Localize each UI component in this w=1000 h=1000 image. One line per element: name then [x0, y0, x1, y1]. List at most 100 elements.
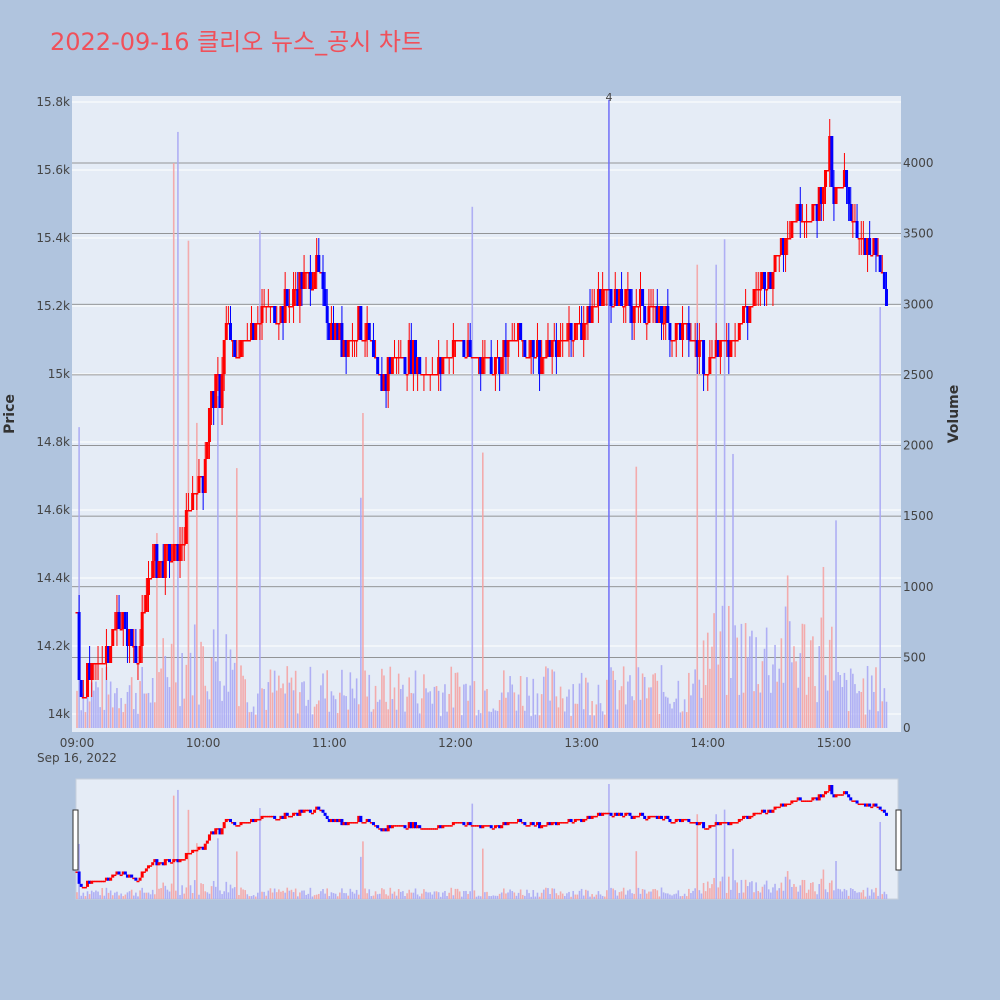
volume-bar: [227, 691, 230, 728]
volume-bar: [845, 679, 848, 728]
candle-body: [474, 357, 478, 359]
slider-candle: [332, 818, 336, 823]
candle-body: [163, 544, 167, 578]
volume-bar: [286, 666, 289, 728]
volume-bar: [126, 691, 129, 728]
slider-candle: [529, 822, 533, 826]
slider-volume-bar: [391, 893, 394, 899]
volume-bar: [597, 684, 600, 728]
candle-body: [151, 561, 155, 578]
slider-candle: [876, 806, 880, 809]
slider-volume-bar: [759, 892, 762, 899]
candle-body: [866, 238, 870, 255]
range-slider-handle-right[interactable]: [895, 809, 902, 871]
candle-body: [201, 476, 205, 493]
slider-candle: [880, 809, 884, 812]
slider-candle: [98, 880, 102, 883]
volume-bar: [437, 690, 440, 728]
slider-candle: [157, 862, 161, 866]
slider-candle: [548, 822, 552, 826]
slider-volume-bar: [183, 893, 186, 899]
slider-candle: [884, 812, 888, 816]
volume-bar: [606, 679, 608, 728]
slider-volume-bar: [612, 888, 614, 899]
candle-body: [678, 323, 682, 340]
candle-body: [714, 340, 718, 357]
slider-volume-bar: [126, 892, 129, 899]
volume-bar: [177, 131, 179, 729]
volume-bar: [135, 692, 137, 728]
slider-volume-bar: [93, 892, 95, 899]
slider-volume-bar: [711, 884, 713, 899]
volume-bar: [261, 688, 263, 728]
candle-body: [264, 306, 268, 308]
volume-bar: [290, 677, 293, 728]
candle-body: [575, 323, 579, 325]
candle-body: [458, 340, 462, 342]
slider-candle: [802, 800, 806, 802]
volume-tick-label: 1500: [903, 509, 934, 523]
slider-volume-bar: [101, 887, 104, 899]
slider-volume-bar: [704, 891, 707, 899]
slider-candle: [447, 825, 451, 827]
slider-volume-bar: [259, 808, 261, 899]
candle-body: [805, 221, 809, 223]
volume-bar: [435, 686, 438, 728]
candle-body: [96, 663, 100, 665]
slider-volume-bar: [170, 883, 173, 899]
slider-volume-bar: [873, 892, 875, 899]
volume-bar: [700, 697, 703, 728]
slider-volume-bar: [496, 895, 499, 899]
candle-body: [252, 323, 256, 340]
slider-volume-bar: [839, 889, 842, 899]
slider-volume-bar: [147, 892, 150, 899]
slider-candle: [107, 877, 111, 881]
candle-body: [222, 340, 226, 374]
slider-candle: [779, 803, 783, 807]
volume-bar: [767, 675, 770, 728]
slider-candle: [786, 803, 790, 806]
volume-bar: [99, 707, 101, 728]
range-slider-handle-left[interactable]: [72, 809, 79, 871]
slider-volume-bar: [229, 884, 232, 899]
volume-bar: [166, 677, 169, 728]
slider-candle: [750, 815, 754, 818]
volume-bar: [618, 690, 621, 728]
candle-body: [611, 306, 615, 308]
volume-bar: [175, 682, 177, 728]
y2-axis-title: Volume: [946, 385, 962, 444]
volume-bar: [238, 706, 240, 728]
slider-candle: [399, 825, 403, 827]
volume-bar: [128, 685, 131, 728]
slider-candle: [826, 791, 830, 793]
slider-candle: [695, 822, 699, 826]
range-slider[interactable]: [75, 778, 899, 900]
slider-volume-bar: [553, 888, 556, 899]
slider-volume-bar: [578, 890, 581, 899]
candle-body: [329, 323, 333, 340]
slider-candle: [582, 818, 586, 823]
candle-body: [706, 374, 710, 376]
slider-candle: [660, 815, 664, 819]
slider-volume-bar: [214, 886, 217, 899]
volume-bar: [93, 690, 95, 728]
slider-candle: [273, 815, 277, 819]
volume-bar: [849, 668, 852, 728]
candle-body: [744, 306, 748, 308]
candle-body: [687, 323, 691, 340]
slider-volume-bar: [418, 896, 421, 899]
slider-volume-bar: [719, 881, 722, 899]
slider-candle: [735, 822, 739, 824]
slider-volume-bar: [580, 888, 583, 899]
slider-candle: [514, 822, 518, 824]
slider-candle: [357, 815, 361, 823]
volume-bar: [353, 698, 356, 728]
slider-volume-bar: [507, 892, 509, 899]
volume-bar: [656, 680, 659, 728]
volume-bar: [183, 698, 186, 728]
slider-candle: [683, 818, 687, 821]
slider-candle: [113, 874, 117, 877]
slider-candle: [725, 822, 729, 824]
slider-candle: [308, 809, 312, 813]
candle-body: [109, 646, 113, 663]
